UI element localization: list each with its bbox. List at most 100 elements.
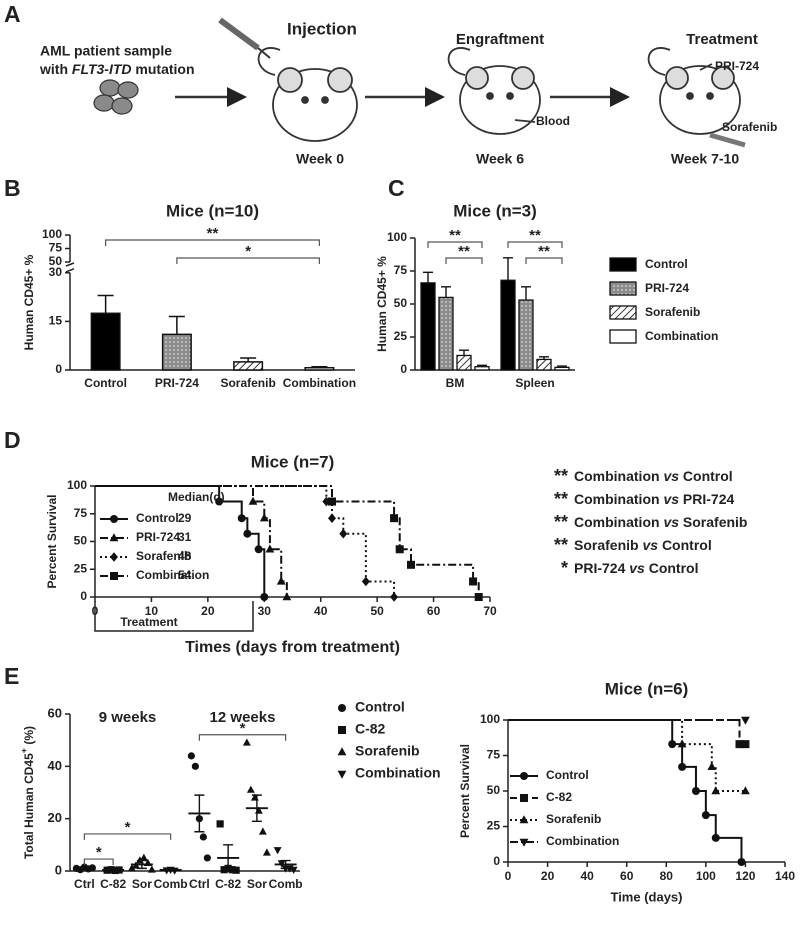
significance-stars: **: [554, 512, 568, 532]
marker: [741, 740, 750, 749]
x-tick-label: 70: [483, 604, 497, 618]
bar: [420, 282, 436, 371]
error-bar: [311, 366, 328, 368]
site-label: Blood: [536, 114, 570, 128]
significance-bracket: [507, 241, 563, 248]
comparison-label: Combination vs Control: [574, 468, 733, 484]
marker: [677, 739, 687, 748]
sem-bar: [79, 866, 90, 870]
y-axis-label: Total Human CD45+ (%): [19, 726, 36, 859]
axis-break: [65, 268, 75, 273]
survival-curve: [508, 719, 743, 862]
y-tick-label: 0: [55, 862, 62, 877]
marker: [520, 794, 528, 802]
group-name: Combination: [574, 468, 660, 484]
bar: [438, 296, 454, 371]
y-tick-label: 100: [42, 227, 62, 241]
x-tick-label: Sor: [247, 877, 267, 891]
significance-stars: **: [554, 535, 568, 555]
marker: [711, 833, 720, 842]
marker: [741, 716, 750, 725]
group-name: PRI-724: [683, 491, 735, 507]
marker: [668, 740, 677, 749]
marker: [361, 576, 370, 587]
sem-bar: [280, 859, 291, 870]
bar: [456, 354, 472, 371]
significance-bracket: [83, 858, 114, 866]
significance-label: *: [240, 720, 246, 737]
legend-label: Sorafenib: [546, 812, 601, 826]
vs: vs: [663, 468, 679, 484]
marker: [707, 762, 717, 771]
drug-label: Sorafenib: [722, 120, 777, 134]
significance-label: *: [245, 243, 251, 260]
y-tick-label: 50: [487, 783, 501, 797]
marker: [199, 833, 207, 841]
step-title: Engraftment: [456, 31, 544, 48]
survival-curve: [508, 719, 746, 792]
significance-bracket: [427, 241, 483, 248]
marker: [246, 785, 255, 793]
legend-label: Combination: [645, 329, 718, 343]
marker: [519, 815, 529, 824]
comparison-label: PRI-724 vs Control: [574, 560, 698, 576]
marker: [265, 544, 275, 553]
marker: [337, 770, 347, 779]
legend-label: C-82: [546, 790, 572, 804]
marker: [215, 497, 224, 506]
marker: [262, 848, 271, 856]
legend-label: Sorafenib: [136, 549, 191, 563]
panel-label: E: [4, 663, 19, 689]
gene-name: FLT3-ITD: [72, 61, 132, 77]
marker: [339, 528, 348, 539]
x-tick-label: Sorafenib: [220, 376, 275, 390]
bar: [161, 333, 192, 371]
y-tick-label: 60: [48, 705, 62, 720]
significance-bracket: [105, 239, 320, 246]
y-tick-label: 30: [49, 265, 63, 279]
x-tick-label: 80: [660, 869, 674, 883]
x-tick-label: 100: [696, 869, 716, 883]
significance-label: *: [96, 844, 102, 861]
marker: [228, 866, 236, 874]
sem-bar: [251, 794, 262, 822]
error-bar: [441, 286, 451, 298]
marker: [248, 496, 258, 505]
panel-label: D: [4, 427, 21, 453]
panel-label: C: [388, 175, 405, 201]
text: mutation: [132, 61, 195, 77]
text: with: [39, 61, 72, 77]
legend-label: C-82: [355, 721, 386, 737]
marker: [390, 592, 399, 602]
marker: [139, 853, 148, 861]
marker: [519, 838, 529, 847]
bar: [500, 279, 516, 371]
bar: [554, 366, 570, 371]
marker: [260, 593, 269, 601]
panel-label: B: [4, 175, 21, 201]
significance-label: **: [458, 243, 470, 260]
group-name: Sorafenib: [574, 537, 639, 553]
error-bar: [539, 356, 549, 360]
x-tick-label: Comb: [154, 877, 188, 891]
legend-label: Control: [546, 768, 589, 782]
mouse: [647, 47, 746, 148]
x-tick-label: 120: [735, 869, 755, 883]
legend-label: Combination: [355, 765, 441, 781]
legend-label: Combination: [546, 834, 619, 848]
y-axis-label: Percent Survival: [45, 494, 59, 588]
x-axis-label: Time (days): [610, 889, 682, 904]
y-axis-label: Percent Survival: [458, 744, 472, 838]
legend-label: PRI-724: [645, 281, 689, 295]
superscript: +: [19, 748, 29, 753]
median-value: 29: [178, 511, 192, 525]
significance-bracket: [176, 257, 320, 264]
bar: [233, 361, 264, 371]
y-tick-label: 25: [487, 819, 501, 833]
y-tick-label: 0: [55, 362, 62, 376]
y-tick-label: 75: [487, 748, 501, 762]
legend-label: Control: [355, 699, 405, 715]
error-bar: [423, 271, 433, 283]
sem-bar: [165, 868, 176, 871]
step-title: Injection: [287, 19, 357, 38]
